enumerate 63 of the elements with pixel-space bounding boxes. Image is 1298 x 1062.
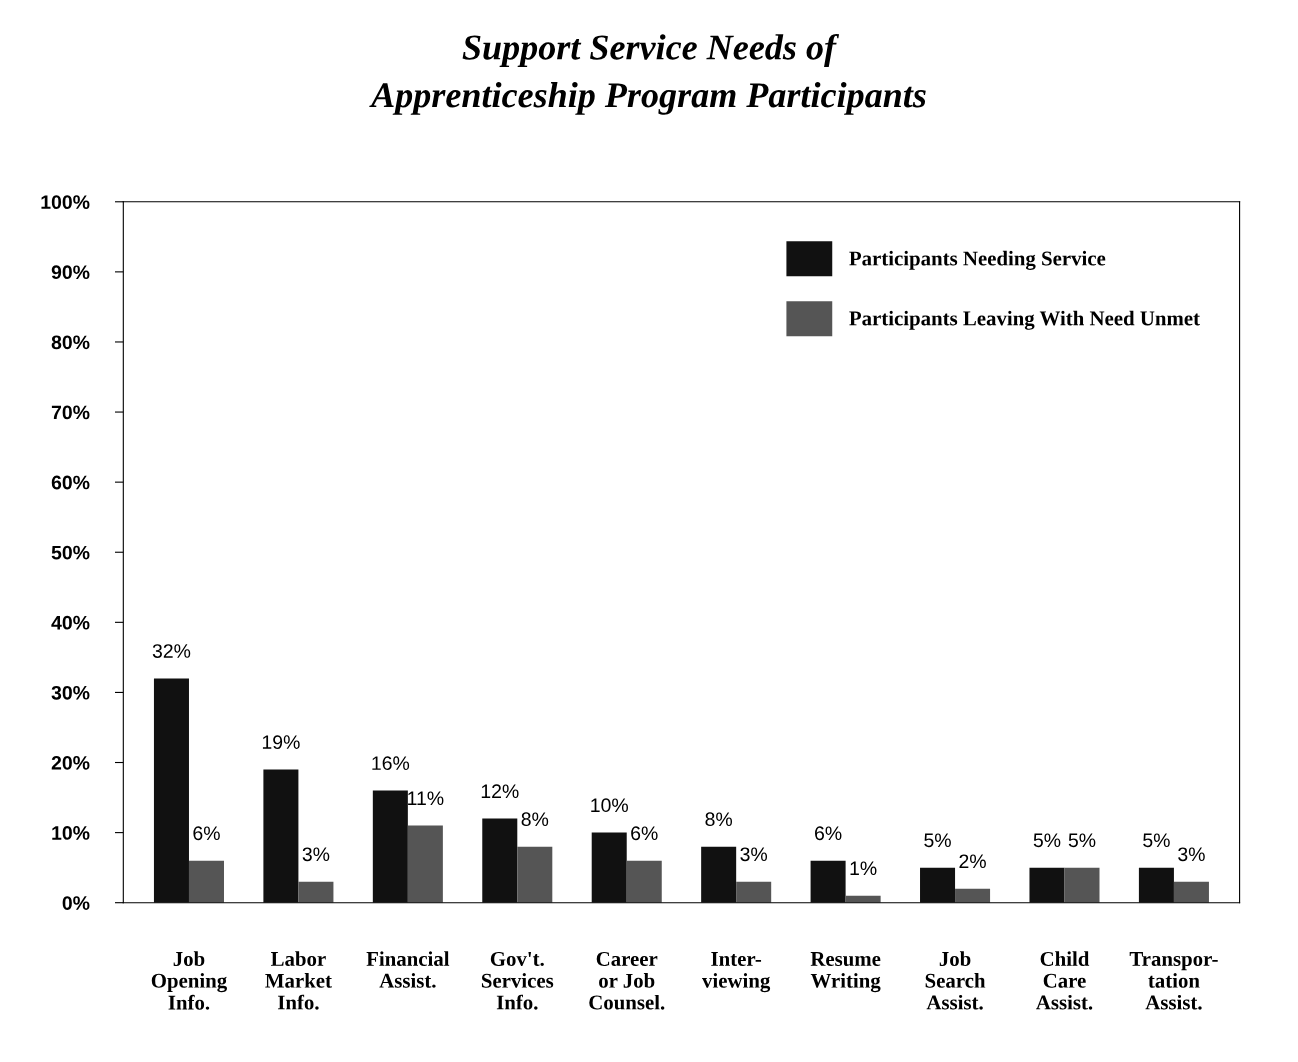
data-label: 12%: [481, 784, 519, 798]
data-label: 8%: [705, 812, 733, 827]
y-tick-label: 0%: [62, 896, 90, 910]
legend-label: Participants Leaving With Need Unmet: [849, 310, 1200, 330]
chart-title: Support Service Needs of Apprenticeship Program Participants: [369, 33, 926, 115]
bar: [153, 678, 189, 903]
bar: [1173, 881, 1209, 903]
x-tick-label: Gov't. Services Info.: [481, 951, 554, 1010]
data-label: 10%: [591, 798, 628, 813]
bar: [517, 846, 553, 903]
bar: [188, 860, 224, 903]
x-tick-label: Labor Market Info.: [265, 951, 332, 1010]
y-tick-label: 10%: [52, 826, 90, 840]
y-tick-label: 40%: [51, 615, 90, 630]
x-tick-label: Job Search Assist.: [925, 951, 986, 1010]
data-label: 1%: [850, 861, 877, 876]
x-tick-label: Job Opening Info.: [151, 951, 227, 1010]
data-label: 16%: [372, 756, 410, 771]
bar: [263, 769, 299, 903]
bar: [372, 790, 408, 903]
y-tick-label: 90%: [51, 265, 90, 280]
data-label: 3%: [740, 847, 768, 862]
x-tick-label: Resume Writing: [810, 952, 881, 993]
data-label: 3%: [1178, 847, 1205, 862]
bar: [591, 832, 627, 903]
bar: [482, 818, 518, 903]
data-label: 5%: [1143, 833, 1170, 848]
data-label: 11%: [408, 791, 444, 806]
bar: [298, 881, 334, 903]
data-label: 5%: [924, 833, 951, 848]
bar: [1064, 867, 1100, 903]
bar: [701, 846, 737, 903]
bar: [1029, 867, 1065, 903]
bar: [920, 867, 956, 903]
bar: [736, 881, 772, 903]
data-label: 8%: [521, 812, 549, 827]
data-label: 5%: [1068, 833, 1096, 848]
data-label: 2%: [959, 854, 986, 869]
x-tick-label: Financial Assist.: [366, 951, 450, 988]
data-label: 32%: [152, 644, 191, 658]
bar: [407, 825, 443, 903]
data-label: 19%: [262, 735, 300, 750]
y-tick-label: 70%: [51, 405, 90, 420]
bar: [955, 888, 991, 903]
y-tick-label: 50%: [51, 545, 90, 560]
x-tick-label: Inter- viewing: [702, 952, 771, 993]
bar: [626, 860, 662, 903]
x-tick-label: Transpor- tation Assist.: [1129, 952, 1218, 1010]
y-tick-label: 20%: [51, 755, 90, 770]
x-tick-label: Child Care Assist.: [1036, 951, 1093, 1010]
y-tick-label: 80%: [51, 335, 90, 350]
y-tick-label: 100%: [41, 195, 90, 210]
x-tick-label: Career or Job Counsel.: [589, 951, 665, 1010]
data-label: 3%: [302, 847, 330, 862]
y-tick-label: 30%: [51, 685, 90, 700]
data-label: 6%: [193, 826, 220, 841]
bar: [1138, 867, 1174, 903]
data-label: 6%: [631, 826, 658, 841]
y-tick-label: 60%: [51, 475, 90, 490]
bar: [810, 860, 846, 903]
data-label: 6%: [815, 826, 842, 841]
data-label: 5%: [1033, 833, 1061, 848]
legend-label: Participants Needing Service: [849, 250, 1106, 270]
